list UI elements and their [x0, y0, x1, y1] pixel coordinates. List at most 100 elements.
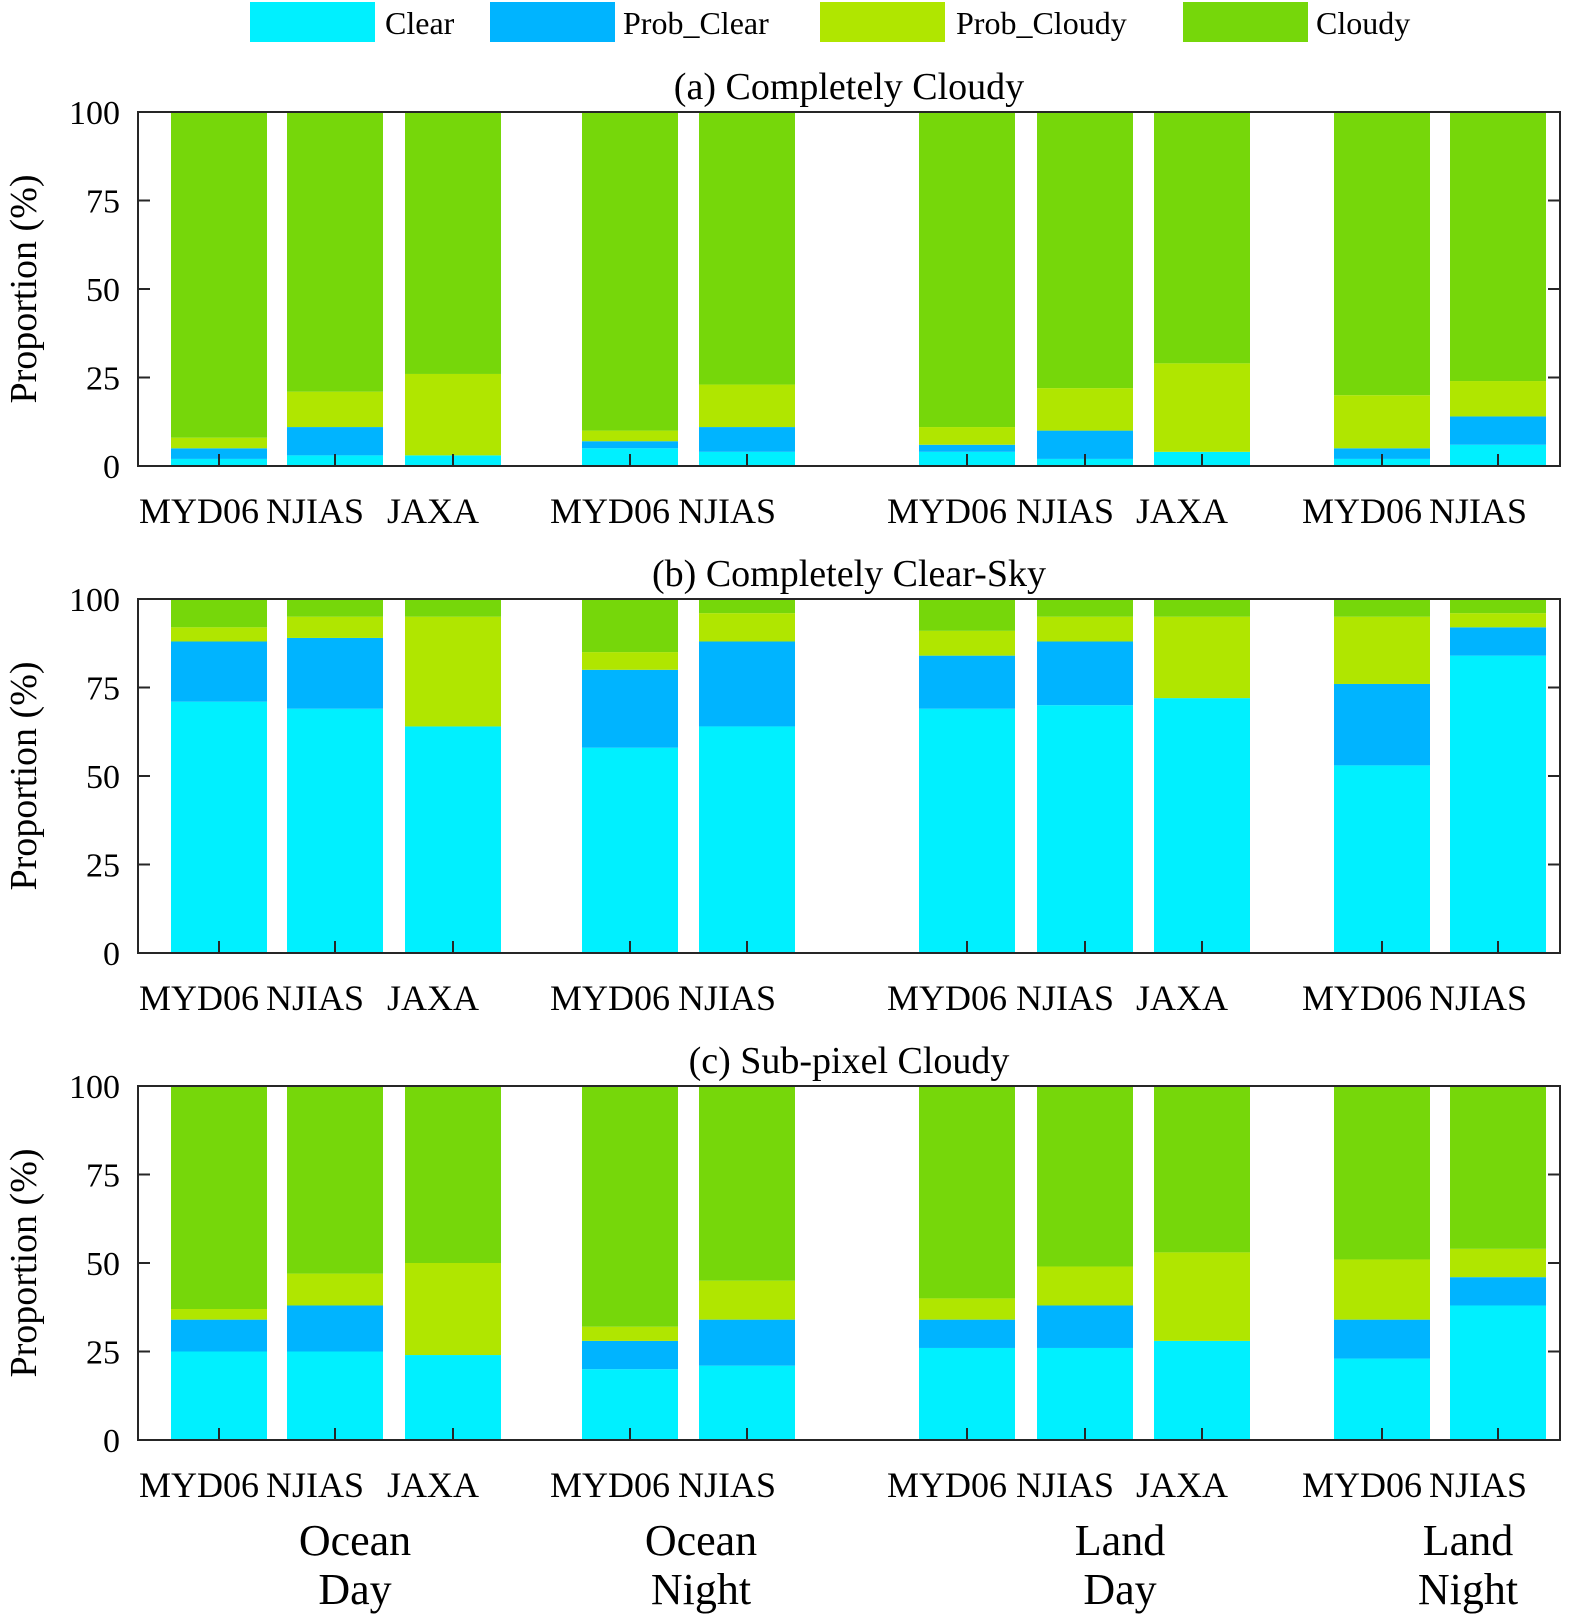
- bar-njias-4: [699, 1086, 795, 1440]
- bar-segment-clear: [1154, 1340, 1250, 1440]
- x-tick-label-jaxa: JAXA: [387, 978, 479, 1018]
- bar-segment-cloudy: [699, 112, 795, 385]
- group-label-line2: Night: [651, 1565, 751, 1614]
- bar-segment-clear: [1037, 705, 1133, 953]
- bar-segment-cloudy: [1037, 599, 1133, 617]
- bar-njias-1: [287, 1086, 383, 1440]
- bar-segment-prob-cloudy: [1334, 616, 1430, 684]
- bar-segment-prob-cloudy: [1154, 1252, 1250, 1341]
- bar-segment-cloudy: [405, 1086, 501, 1263]
- bar-njias-1: [287, 112, 383, 466]
- y-tick-label: 100: [69, 582, 120, 619]
- y-axis-title: Proportion (%): [3, 661, 45, 890]
- bar-njias-6: [1037, 599, 1133, 953]
- group-label-line1: Land: [1423, 1516, 1513, 1565]
- bar-njias-1: [287, 599, 383, 953]
- x-tick-label-myd06: MYD06: [887, 978, 1007, 1018]
- bar-jaxa-2: [405, 112, 501, 466]
- bar-segment-cloudy: [171, 1086, 267, 1310]
- group-label-line2: Night: [1418, 1565, 1518, 1614]
- bar-myd06-3: [582, 112, 678, 466]
- bar-segment-cloudy: [171, 599, 267, 628]
- group-label-line1: Land: [1075, 1516, 1165, 1565]
- x-tick-label-njias: NJIAS: [1016, 491, 1114, 531]
- bar-segment-clear: [1334, 765, 1430, 953]
- bar-segment-prob-clear: [1334, 683, 1430, 766]
- x-tick-label-njias: NJIAS: [266, 491, 364, 531]
- bar-segment-prob-cloudy: [287, 391, 383, 428]
- legend-swatch-cloudy: [1183, 2, 1308, 42]
- bar-segment-cloudy: [582, 1086, 678, 1327]
- bar-segment-clear: [699, 726, 795, 953]
- bar-segment-cloudy: [287, 599, 383, 617]
- legend-label-clear: Clear: [385, 5, 455, 41]
- bar-jaxa-7: [1154, 599, 1250, 953]
- bar-njias-6: [1037, 1086, 1133, 1440]
- bar-segment-prob-cloudy: [1334, 1259, 1430, 1320]
- y-tick-label: 0: [103, 1423, 120, 1460]
- bar-segment-prob-cloudy: [1037, 1266, 1133, 1306]
- x-tick-label-myd06: MYD06: [1302, 978, 1422, 1018]
- x-tick-label-jaxa: JAXA: [1136, 1465, 1228, 1505]
- bar-segment-cloudy: [1450, 112, 1546, 382]
- panel-title: (a) Completely Cloudy: [674, 66, 1024, 108]
- bar-segment-prob-clear: [171, 448, 267, 459]
- bar-myd06-8: [1334, 112, 1430, 466]
- bar-segment-cloudy: [919, 112, 1015, 428]
- bar-segment-prob-clear: [919, 444, 1015, 452]
- legend-swatch-prob-cloudy: [820, 2, 945, 42]
- bar-segment-cloudy: [699, 599, 795, 614]
- bar-segment-prob-clear: [699, 1319, 795, 1366]
- bar-myd06-5: [919, 599, 1015, 953]
- bar-myd06-0: [171, 112, 267, 466]
- bar-segment-prob-clear: [1334, 448, 1430, 459]
- bar-segment-cloudy: [287, 1086, 383, 1274]
- bar-segment-cloudy: [1154, 1086, 1250, 1253]
- bar-jaxa-2: [405, 1086, 501, 1440]
- y-tick-label: 25: [86, 848, 120, 885]
- bar-segment-cloudy: [405, 112, 501, 374]
- bar-segment-clear: [1154, 698, 1250, 953]
- bar-segment-prob-clear: [287, 427, 383, 456]
- bar-segment-prob-clear: [699, 427, 795, 452]
- x-tick-label-myd06: MYD06: [550, 1465, 670, 1505]
- bar-myd06-5: [919, 112, 1015, 466]
- group-label-line1: Ocean: [645, 1516, 757, 1565]
- bar-segment-cloudy: [1334, 599, 1430, 617]
- y-tick-label: 100: [69, 95, 120, 132]
- bar-segment-clear: [919, 1347, 1015, 1440]
- bar-njias-9: [1450, 112, 1546, 466]
- legend-swatch-clear: [250, 2, 375, 42]
- bar-segment-cloudy: [699, 1086, 795, 1281]
- bar-segment-cloudy: [1154, 599, 1250, 617]
- bar-segment-prob-clear: [699, 641, 795, 727]
- bar-segment-prob-clear: [919, 655, 1015, 709]
- bar-segment-prob-cloudy: [919, 427, 1015, 445]
- bar-jaxa-7: [1154, 112, 1250, 466]
- x-tick-label-myd06: MYD06: [887, 1465, 1007, 1505]
- bar-segment-prob-cloudy: [287, 1273, 383, 1306]
- x-tick-label-njias: NJIAS: [266, 978, 364, 1018]
- bar-segment-clear: [582, 747, 678, 953]
- bar-segment-prob-clear: [1450, 1277, 1546, 1306]
- y-tick-label: 50: [86, 759, 120, 796]
- bar-segment-prob-clear: [1037, 641, 1133, 706]
- bar-myd06-0: [171, 599, 267, 953]
- bar-segment-prob-cloudy: [405, 616, 501, 727]
- bar-segment-prob-cloudy: [1154, 363, 1250, 452]
- y-tick-label: 75: [86, 184, 120, 221]
- bar-segment-clear: [1334, 1358, 1430, 1440]
- bar-segment-cloudy: [1450, 1086, 1546, 1249]
- panel-title: (c) Sub-pixel Cloudy: [689, 1040, 1010, 1082]
- bar-segment-prob-clear: [582, 1340, 678, 1370]
- x-tick-label-myd06: MYD06: [1302, 491, 1422, 531]
- bar-segment-prob-clear: [1037, 1305, 1133, 1348]
- bar-segment-cloudy: [919, 1086, 1015, 1299]
- x-tick-label-jaxa: JAXA: [1136, 978, 1228, 1018]
- bar-njias-9: [1450, 1086, 1546, 1440]
- bar-segment-prob-clear: [582, 669, 678, 748]
- y-tick-label: 25: [86, 1335, 120, 1372]
